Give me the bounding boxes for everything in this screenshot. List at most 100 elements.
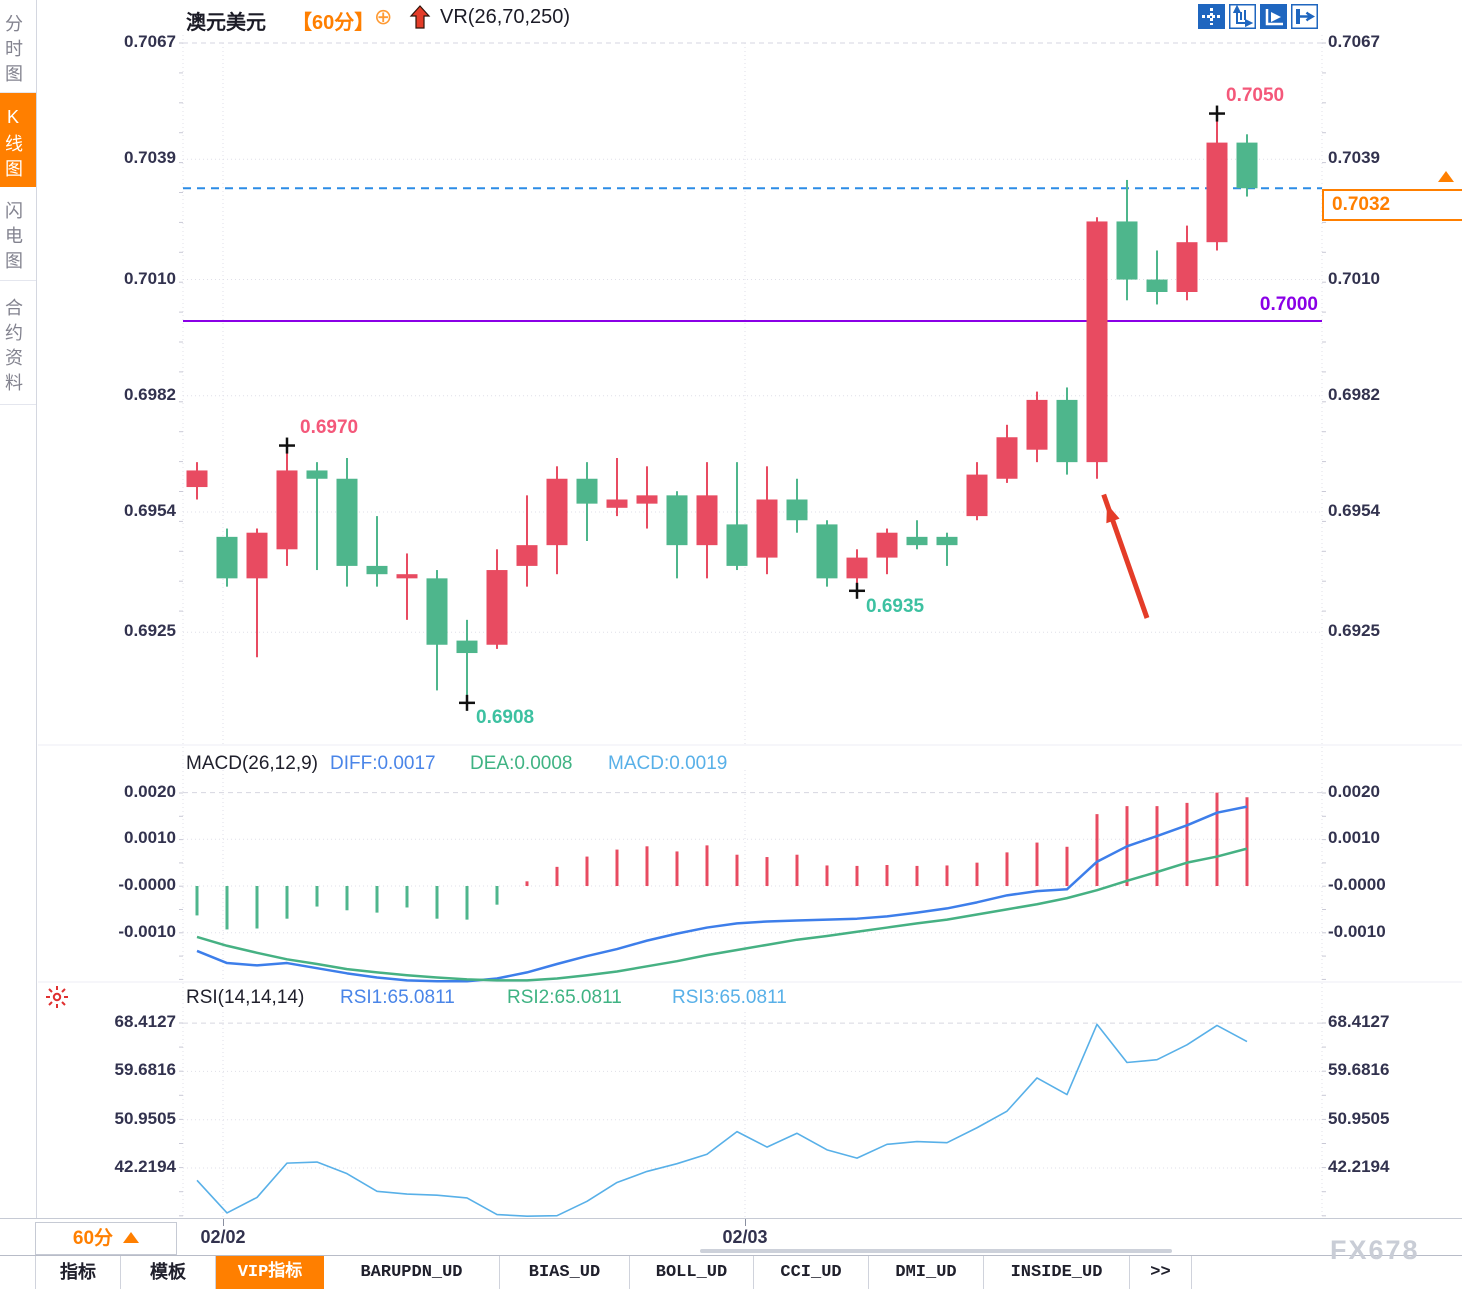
price-axis-label: 0.7039: [124, 148, 176, 168]
sidebar: 分时图 K线图 闪电图 合约资料: [0, 0, 37, 1218]
candle-down: [786, 478, 808, 533]
candle-down: [336, 458, 358, 587]
candle-up: [966, 462, 988, 521]
candle-up: [1086, 217, 1108, 479]
date-tick: [223, 1219, 224, 1226]
x-axis-strip: 60分 02/02 02/03: [0, 1218, 1462, 1256]
price-axis-label: 0.6982: [1328, 384, 1380, 404]
sidebar-item-K线图[interactable]: K线图: [0, 93, 36, 187]
indicator-tab-bar: 指标 模板 VIP指标 BARUPDN_UD BIAS_UD BOLL_UD CCI_UD D…: [0, 1255, 1462, 1289]
tab-VIP指标[interactable]: VIP指标: [216, 1256, 324, 1289]
up-arrow-icon: [409, 5, 431, 29]
candle-up: [996, 424, 1018, 483]
sidebar-item-分时图[interactable]: 分时图: [0, 0, 36, 93]
tab-模板[interactable]: 模板: [121, 1256, 216, 1289]
macd-value: MACD:0.0019: [608, 753, 728, 774]
candle-down: [1146, 250, 1168, 305]
period-selector-label: 60分: [72, 1228, 114, 1249]
candle-up: [246, 528, 268, 658]
tab-BARUPDN_UD[interactable]: BARUPDN_UD: [324, 1256, 500, 1289]
macd-axis-label: -0.0000: [1328, 875, 1386, 894]
add-indicator-icon[interactable]: ⊕: [374, 4, 393, 29]
macd-axis-label: -0.0010: [1328, 921, 1386, 941]
rsi-axis-label: 42.2194: [114, 1157, 176, 1176]
candle-up: [636, 466, 658, 529]
rsi-axis-label: 68.4127: [114, 1012, 176, 1032]
candle-down: [426, 570, 448, 691]
period-selector-button[interactable]: 60分: [35, 1222, 177, 1255]
triangle-up-icon: [123, 1232, 140, 1243]
macd-dea-value: DEA:0.0008: [470, 753, 573, 774]
candle-down: [306, 462, 328, 571]
watermark: FX678: [1330, 1235, 1420, 1265]
tab-INSIDE_UD[interactable]: INSIDE_UD: [984, 1256, 1130, 1289]
candle-down: [936, 532, 958, 566]
candle-up: [756, 466, 778, 575]
horizontal-scrollbar[interactable]: [700, 1249, 1172, 1253]
candle-down: [816, 520, 838, 587]
price-axis-label: 0.7067: [124, 32, 176, 51]
candle-down: [576, 462, 598, 541]
support-level-label: 0.7000: [1259, 294, 1318, 315]
candle-up: [516, 495, 538, 587]
candle-up: [486, 549, 508, 649]
axis-play-icon[interactable]: [1260, 4, 1287, 29]
rsi-axis-label: 42.2194: [1328, 1157, 1390, 1176]
candle-up: [1206, 113, 1228, 251]
tab-CCI_UD[interactable]: CCI_UD: [754, 1256, 869, 1289]
rsi-axis-label: 59.6816: [1328, 1060, 1390, 1080]
candle-up: [276, 445, 298, 566]
candle-down: [216, 528, 238, 587]
candle-down: [1116, 179, 1138, 301]
price-axis-label: 0.7039: [1328, 148, 1380, 168]
macd-axis-label: 0.0020: [1328, 781, 1380, 801]
period-badge[interactable]: 【60分】: [292, 12, 375, 34]
candle-down: [366, 516, 388, 587]
swing-high-label-2: 0.7050: [1226, 84, 1285, 106]
tab->>[interactable]: >>: [1130, 1256, 1192, 1289]
date-label: 02/03: [722, 1227, 768, 1247]
macd-axis-label: 0.0010: [1328, 828, 1380, 848]
sidebar-item-合约资料[interactable]: 合约资料: [0, 281, 36, 405]
swing-low-label-2: 0.6935: [866, 595, 925, 617]
date-tick: [745, 1219, 746, 1226]
chart-toolbar: [1198, 4, 1318, 29]
tab-BOLL_UD[interactable]: BOLL_UD: [630, 1256, 754, 1289]
price-axis-label: 0.6954: [1328, 500, 1380, 520]
rsi-axis-label: 59.6816: [114, 1060, 176, 1080]
macd-axis-label: 0.0020: [124, 781, 176, 801]
macd-axis-label: -0.0010: [118, 921, 176, 941]
tab-DMI_UD[interactable]: DMI_UD: [869, 1256, 984, 1289]
candle-down: [666, 491, 688, 579]
current-price-tag: 0.7032: [1322, 189, 1462, 221]
indicator-settings-icon[interactable]: [44, 984, 70, 1010]
candle-up: [696, 462, 718, 579]
rsi-line: [196, 1023, 1248, 1218]
axis-scale-icon[interactable]: [1229, 4, 1256, 29]
macd-title[interactable]: MACD(26,12,9): [186, 753, 318, 774]
macd-axis-label: -0.0000: [118, 875, 176, 894]
candle-up: [546, 466, 568, 575]
tab-指标[interactable]: 指标: [36, 1256, 121, 1289]
buy-arrow-head: [1106, 504, 1120, 524]
sidebar-item-闪电图[interactable]: 闪电图: [0, 187, 36, 281]
price-axis-label: 0.7067: [1328, 32, 1380, 51]
tab-BIAS_UD[interactable]: BIAS_UD: [500, 1256, 630, 1289]
candle-up: [876, 528, 898, 575]
rsi3-value: RSI3:65.0811: [672, 987, 787, 1008]
overlay-indicator-label: VR(26,70,250): [440, 6, 571, 28]
candle-down: [906, 520, 928, 550]
rsi-title[interactable]: RSI(14,14,14): [186, 987, 305, 1008]
candle-down: [1056, 387, 1078, 475]
candle-up: [396, 553, 418, 620]
price-axis-label: 0.6925: [124, 621, 176, 641]
rsi-axis-label: 50.9505: [1328, 1108, 1390, 1128]
candle-up: [186, 462, 208, 500]
crosshair-tool-icon[interactable]: [1198, 4, 1225, 29]
rsi-axis-label: 50.9505: [114, 1108, 176, 1128]
rsi-axis-label: 68.4127: [1328, 1012, 1390, 1032]
pane-arrow-icon[interactable]: [1291, 4, 1318, 29]
price-axis-label: 0.7010: [1328, 268, 1380, 288]
